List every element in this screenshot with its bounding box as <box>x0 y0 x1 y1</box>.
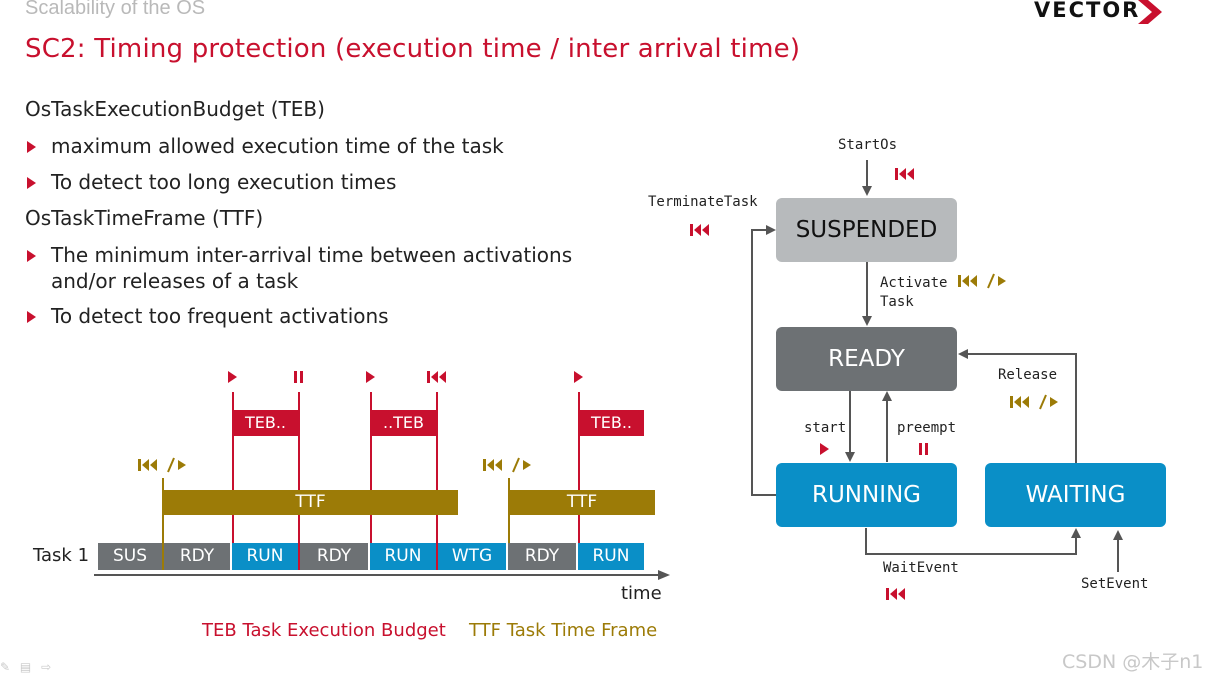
activate-task-label-line-2: Task <box>880 294 914 310</box>
ttf-bullet-1-line-1: The minimum inter-arrival time between a… <box>51 243 573 267</box>
set-event-label: SetEvent <box>1081 576 1149 592</box>
play-icon <box>228 371 237 383</box>
release-label: Release <box>998 367 1058 383</box>
state-suspended: SUSPENDED <box>776 198 957 262</box>
bullet-icon <box>27 141 36 153</box>
time-axis-label: time <box>621 583 662 604</box>
task-state-cell: RUN <box>578 543 644 570</box>
menu-icon[interactable]: ▤ <box>19 660 32 674</box>
slide-title: SC2: Timing protection (execution time /… <box>25 34 801 64</box>
play-icon <box>574 371 583 383</box>
rewind-icon <box>895 168 914 180</box>
ttf-start-line <box>508 478 510 570</box>
pause-icon <box>294 371 303 383</box>
ttf-start-line <box>162 478 164 570</box>
teb-marker-line <box>232 392 234 570</box>
teb-box: TEB.. <box>579 410 644 436</box>
ttf-bar: TTF <box>163 490 458 515</box>
rewind-icon <box>690 224 709 236</box>
state-transitions <box>751 160 1123 572</box>
teb-bullet-2: To detect too long execution times <box>51 170 397 194</box>
teb-marker-line <box>370 392 372 570</box>
task-label: Task 1 <box>33 545 90 566</box>
state-running: RUNNING <box>776 463 957 527</box>
rewind-play-icon <box>958 273 1006 289</box>
watermark: CSDN @木子n1 <box>1062 651 1204 673</box>
teb-marker-line <box>298 392 300 570</box>
teb-box: TEB.. <box>233 410 298 436</box>
pen-icon[interactable]: ✎ <box>0 660 11 674</box>
teb-bullet-1: maximum allowed execution time of the ta… <box>51 134 504 158</box>
task-state-cell: RDY <box>300 543 368 570</box>
play-icon <box>366 371 375 383</box>
state-ready: READY <box>776 327 957 391</box>
ttf-heading: OsTaskTimeFrame (TTF) <box>25 206 264 230</box>
start-os-label: StartOs <box>838 137 898 153</box>
play-icon <box>820 443 829 455</box>
rewind-play-icon <box>1010 394 1058 410</box>
ttf-bullet-2: To detect too frequent activations <box>51 304 389 328</box>
rewind-play-icon <box>138 457 186 473</box>
slide-nav-controls[interactable]: ✎ ▤ ⇨ <box>0 660 51 674</box>
teb-marker-line <box>436 392 438 570</box>
preempt-label: preempt <box>897 420 957 436</box>
bullet-icon <box>27 311 36 323</box>
section-title: Scalability of the OS <box>25 0 206 19</box>
bullet-icon <box>27 177 36 189</box>
ttf-bullet-1-line-2: and/or releases of a task <box>51 269 299 293</box>
start-label: start <box>804 420 847 436</box>
rewind-icon <box>886 588 905 600</box>
rewind-play-icon <box>483 457 531 473</box>
task-state-cell: RUN <box>232 543 298 570</box>
task-state-cell: RDY <box>164 543 230 570</box>
ttf-bar: TTF <box>509 490 655 515</box>
vector-logo: VECTOR <box>1034 0 1162 24</box>
task-state-cell: WTG <box>438 543 506 570</box>
teb-box: ..TEB <box>371 410 436 436</box>
terminate-task-label: TerminateTask <box>648 194 758 210</box>
task-state-cell: RUN <box>370 543 436 570</box>
task-state-cell: SUS <box>98 543 162 570</box>
legend-ttf: TTF Task Time Frame <box>469 620 658 641</box>
activate-task-label-line-1: Activate <box>880 275 948 291</box>
state-waiting: WAITING <box>985 463 1166 527</box>
bullet-icon <box>27 250 36 262</box>
rewind-icon <box>427 371 446 383</box>
legend-teb: TEB Task Execution Budget <box>202 620 446 641</box>
wait-event-label: WaitEvent <box>883 560 959 576</box>
vector-logo-text: VECTOR <box>1034 0 1141 22</box>
vector-chevron-icon <box>1138 0 1162 24</box>
task-state-cell: RDY <box>508 543 576 570</box>
time-axis <box>94 570 670 580</box>
next-arrow-icon[interactable]: ⇨ <box>41 660 52 674</box>
teb-heading: OsTaskExecutionBudget (TEB) <box>25 97 325 121</box>
teb-marker-line <box>578 392 580 570</box>
pause-icon <box>919 443 928 455</box>
